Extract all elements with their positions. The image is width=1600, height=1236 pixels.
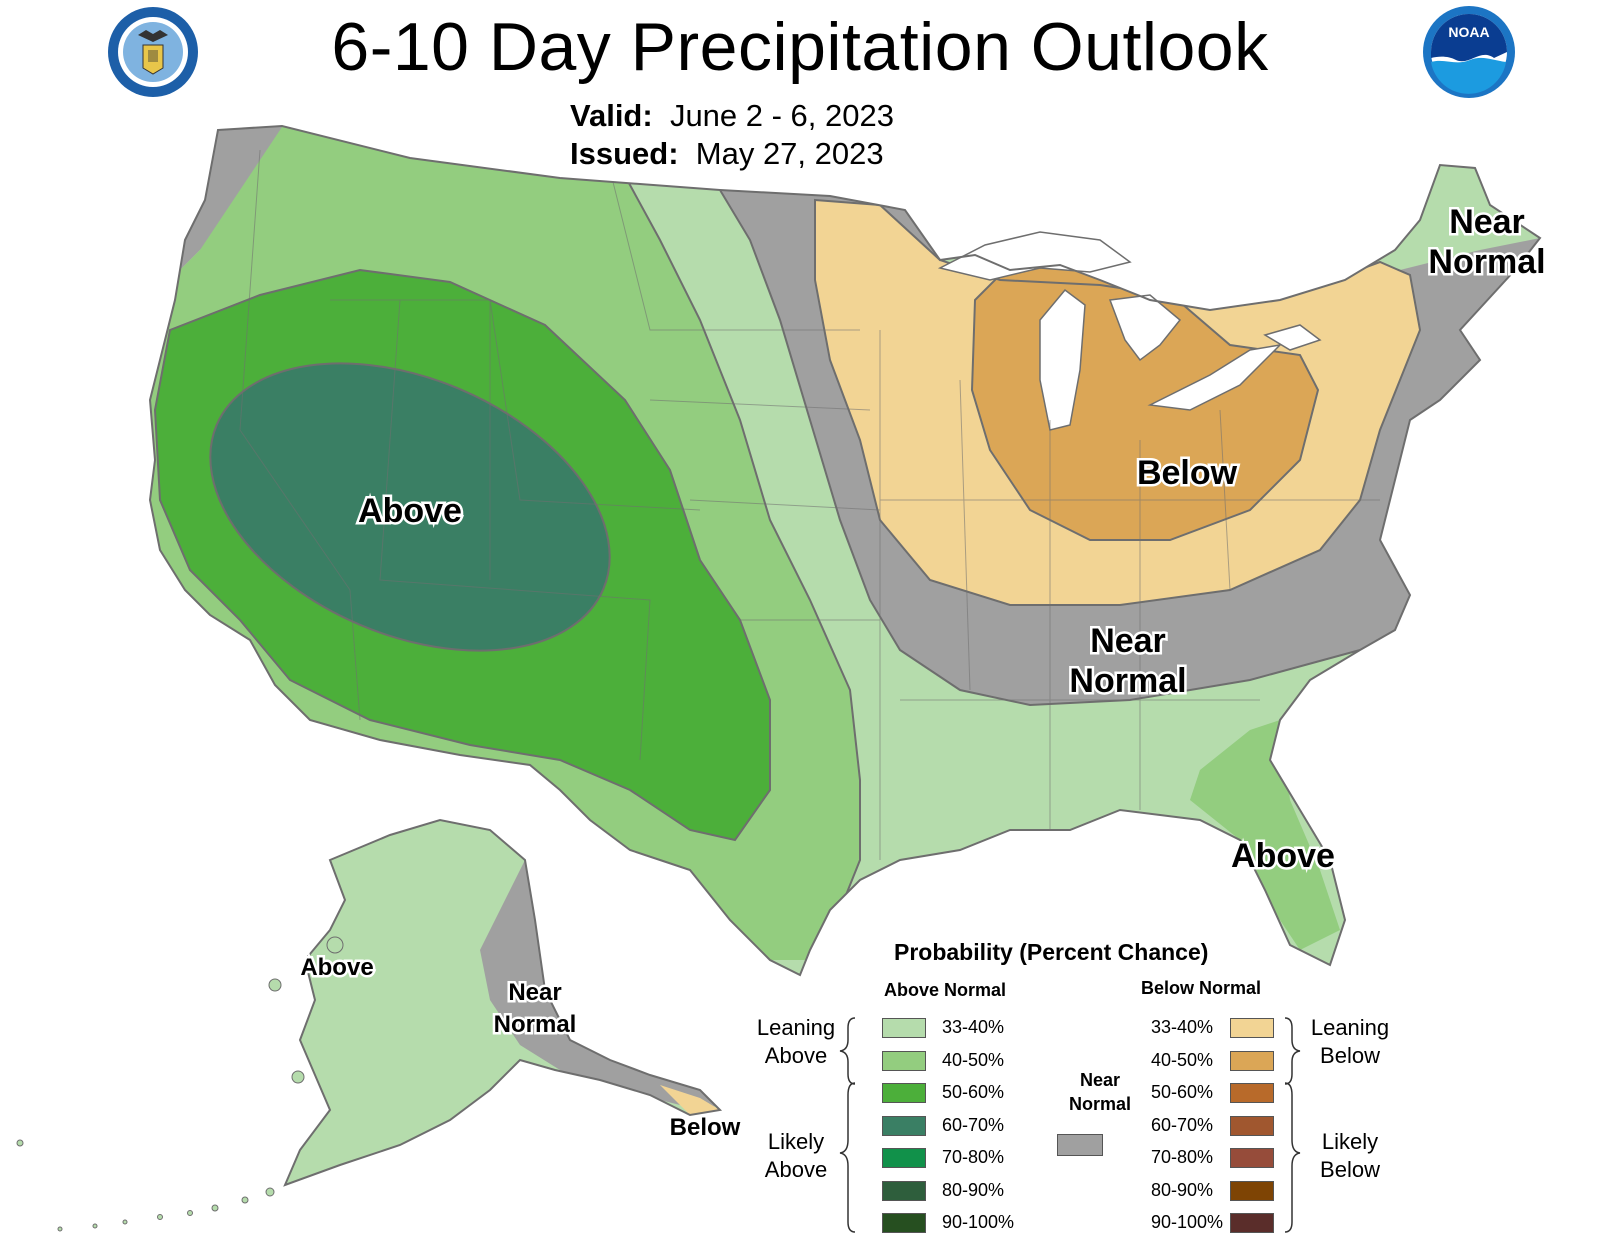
department-of-commerce-seal xyxy=(108,7,198,97)
legend-below-label-5: 80-90% xyxy=(1151,1179,1214,1200)
conus-outline xyxy=(148,124,1542,977)
legend-near-normal-line2: Normal xyxy=(1068,1094,1131,1114)
legend-below-label-1: 40-50% xyxy=(1151,1049,1214,1070)
legend-below-swatch-1 xyxy=(1230,1050,1274,1071)
legend-near-normal-swatch xyxy=(1057,1134,1103,1156)
legend-leaning-above-line2: Above xyxy=(764,1043,828,1068)
noaa-logo-text: NOAA xyxy=(1448,24,1489,40)
conus-regions xyxy=(150,126,1540,975)
legend-below-label-0: 33-40% xyxy=(1151,1017,1214,1037)
legend-above-swatch-6 xyxy=(882,1213,926,1233)
label-near-normal-south-1: Near xyxy=(1090,622,1166,660)
legend-below-label-4: 70-80% xyxy=(1151,1147,1214,1167)
legend-below-swatch-2 xyxy=(1230,1083,1274,1103)
valid-line: Valid: June 2 - 6, 2023 xyxy=(570,98,894,134)
legend-above-swatch-3 xyxy=(882,1115,926,1136)
legend-likely-above: Likely Above xyxy=(746,1128,846,1184)
label-below-great-lakes: Below xyxy=(1137,454,1238,492)
legend-above-label-3: 60-70% xyxy=(942,1114,1005,1135)
legend-leaning-below-line2: Below xyxy=(1320,1043,1380,1068)
label-alaska-near-1: Near xyxy=(508,979,561,1006)
issued-label: Issued: xyxy=(570,136,679,171)
legend-below-swatch-5 xyxy=(1230,1180,1274,1201)
label-near-normal-northeast-2: Normal xyxy=(1428,243,1545,281)
great-lakes xyxy=(937,231,1322,431)
legend-below-swatch-6 xyxy=(1230,1213,1274,1233)
legend-above-label-6: 90-100% xyxy=(942,1212,1015,1232)
legend-above-label-4: 70-80% xyxy=(942,1147,1005,1167)
legend-leaning-above: Leaning Above xyxy=(746,1014,846,1070)
label-above-florida: Above xyxy=(1231,837,1335,875)
legend-below-label-2: 50-60% xyxy=(1151,1082,1214,1102)
label-alaska-above: Above xyxy=(300,954,373,981)
legend-below-header: Below Normal xyxy=(1141,978,1262,998)
legend-leaning-above-line1: Leaning xyxy=(756,1015,836,1040)
alaska-outline xyxy=(283,818,723,1187)
legend-above-swatch-2 xyxy=(882,1083,926,1103)
legend-likely-below-line2: Below xyxy=(1320,1157,1380,1182)
legend-above-label-1: 40-50% xyxy=(942,1049,1005,1070)
legend-below-swatch-4 xyxy=(1230,1148,1274,1168)
issued-line: Issued: May 27, 2023 xyxy=(570,136,884,172)
legend-above-swatch-0 xyxy=(882,1018,926,1038)
legend-above-label-5: 80-90% xyxy=(942,1179,1005,1200)
legend-above-swatch-5 xyxy=(882,1180,926,1201)
label-above-west: Above xyxy=(358,492,462,530)
legend-likely-above-line1: Likely xyxy=(767,1129,825,1154)
map-title: 6-10 Day Precipitation Outlook xyxy=(331,9,1269,85)
legend-below-label-3: 60-70% xyxy=(1151,1114,1214,1135)
legend-below-swatch-3 xyxy=(1230,1115,1274,1136)
valid-label: Valid: xyxy=(570,98,653,133)
legend-likely-below: Likely Below xyxy=(1300,1128,1400,1184)
legend-near-normal-line1: Near xyxy=(1079,1070,1121,1090)
label-alaska-near-2: Normal xyxy=(494,1011,577,1038)
legend-leaning-below: Leaning Below xyxy=(1300,1014,1400,1070)
state-borders xyxy=(239,129,1380,860)
label-near-normal-south-2: Normal xyxy=(1069,662,1186,700)
legend-below-label-6: 90-100% xyxy=(1151,1212,1224,1232)
legend-below-swatch-0 xyxy=(1230,1018,1274,1038)
issued-value: May 27, 2023 xyxy=(695,136,884,171)
aleutian-islands xyxy=(16,936,344,1232)
label-near-normal-northeast-1: Near xyxy=(1449,203,1525,241)
legend-braces xyxy=(839,1017,1301,1233)
legend-above-swatch-4 xyxy=(882,1148,926,1168)
legend-above-label-2: 50-60% xyxy=(942,1082,1005,1102)
label-alaska-below: Below xyxy=(670,1114,741,1141)
noaa-logo: NOAA xyxy=(1423,6,1515,98)
legend-title: Probability (Percent Chance) xyxy=(894,939,1209,965)
legend-above-swatch-1 xyxy=(882,1050,926,1071)
legend-near-normal: Near Normal xyxy=(1050,1068,1150,1116)
valid-value: June 2 - 6, 2023 xyxy=(669,98,894,133)
legend-above-label-0: 33-40% xyxy=(942,1017,1005,1037)
legend-likely-above-line2: Above xyxy=(764,1157,828,1182)
legend-above-header: Above Normal xyxy=(884,980,1007,1000)
map-labels: Above Below Near Normal Near Normal Abov… xyxy=(298,201,1548,1144)
legend-leaning-below-line1: Leaning xyxy=(1310,1015,1390,1040)
legend-likely-below-line1: Likely xyxy=(1321,1129,1379,1154)
